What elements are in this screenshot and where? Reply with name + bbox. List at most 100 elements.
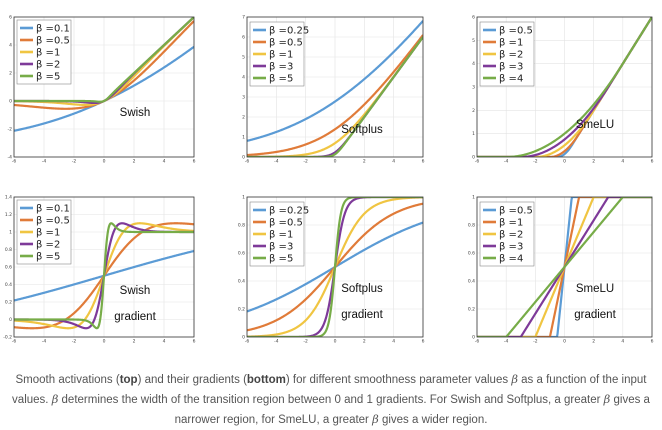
x-tick-label: 2 <box>592 339 595 345</box>
caption-text-3: ) for different smoothness parameter val… <box>285 374 512 386</box>
y-tick-label: -4 <box>8 155 13 161</box>
y-tick-label: 6 <box>242 35 245 41</box>
chart-panel-6: -6 -4 -2 0 2 4 600.20.40.60.81β =0.5β =1β =2β … <box>468 195 654 345</box>
x-tick-label: -4 <box>274 159 279 165</box>
series-line-1 <box>247 20 423 142</box>
y-tick-label: 0 <box>472 155 475 161</box>
x-tick-label: 6 <box>651 339 654 345</box>
x-tick-label: 0 <box>103 159 106 165</box>
chart-annotation: Softplus <box>341 283 383 295</box>
legend-label-5: β =5 <box>269 254 293 265</box>
legend-label-5: β =5 <box>36 72 60 83</box>
y-tick-label: 0 <box>242 335 245 341</box>
y-tick-label: 0 <box>9 317 12 323</box>
caption-beta-1: β <box>511 372 518 386</box>
chart-annotation: SmeLU <box>576 283 614 295</box>
series-line-5 <box>247 36 423 157</box>
x-tick-label: -6 <box>12 159 17 165</box>
chart-panel-3: -6 -4 -2 0 2 4 6 0 1 2 3 4 5 6 β =0.5β =1β =2β =3β =4 S… <box>472 15 653 165</box>
legend-label-3: β =1 <box>36 228 60 239</box>
chart-annotation: Swish <box>120 107 151 119</box>
x-tick-label: -2 <box>533 339 538 345</box>
legend-label-1: β =0.1 <box>36 204 70 215</box>
x-tick-label: 2 <box>133 159 136 165</box>
plot-frame <box>246 196 424 338</box>
x-tick-label: 4 <box>163 339 166 345</box>
chart-panel-5: -6 -4 -2 0 2 4 600.20.40.60.81β =0.25β =0.5β =… <box>238 195 425 345</box>
legend-label-1: β =0.5 <box>499 26 533 37</box>
x-tick-label: -4 <box>504 159 509 165</box>
x-tick-label: 0 <box>334 339 337 345</box>
legend-label-3: β =1 <box>269 50 293 61</box>
x-tick-label: 4 <box>163 159 166 165</box>
x-tick-label: 4 <box>392 159 395 165</box>
chart-annotation: Swish <box>120 285 151 297</box>
legend-label-1: β =0.5 <box>499 206 533 217</box>
y-tick-label: 0.2 <box>238 307 245 313</box>
legend-label-2: β =0.5 <box>36 36 70 47</box>
legend-label-4: β =2 <box>36 60 60 71</box>
x-tick-label: -2 <box>72 159 77 165</box>
caption-text-4: as a function of the input values. <box>12 374 647 406</box>
y-tick-label: 0.2 <box>5 300 12 306</box>
legend-label-3: β =1 <box>36 48 60 59</box>
chart-annotation: Softplus <box>341 124 383 136</box>
x-tick-label: -6 <box>475 159 480 165</box>
x-tick-label: 4 <box>621 339 624 345</box>
legend-label-4: β =3 <box>269 242 293 253</box>
legend-label-1: β =0.25 <box>269 26 309 37</box>
x-tick-label: -2 <box>303 159 308 165</box>
y-tick-label: 1 <box>242 135 245 141</box>
y-tick-label: 3 <box>242 95 245 101</box>
legend: β =0.1β =0.5β =1β =2β =5 <box>16 19 72 85</box>
chart-annotation: gradient <box>574 309 616 321</box>
legend: β =0.5β =1β =2β =3β =4 <box>479 21 535 87</box>
plot-frame <box>246 16 424 158</box>
legend: β =0.25β =0.5β =1β =3β =5 <box>249 21 309 87</box>
plot-frame <box>13 196 195 338</box>
series-line-5 <box>14 17 194 103</box>
y-tick-label: 3 <box>472 85 475 91</box>
caption-text-5: determines the width of the transition r… <box>58 394 604 406</box>
x-tick-label: 2 <box>592 159 595 165</box>
y-tick-label: 2 <box>472 108 475 114</box>
x-tick-label: -6 <box>245 339 250 345</box>
series-line-5 <box>14 222 194 330</box>
x-tick-label: 0 <box>563 159 566 165</box>
y-tick-label: 0.8 <box>468 223 475 229</box>
plot-frame <box>476 16 653 158</box>
y-tick-label: 5 <box>242 55 245 61</box>
legend-label-5: β =5 <box>269 74 293 85</box>
chart-annotation: gradient <box>341 309 383 321</box>
legend-label-3: β =2 <box>499 230 523 241</box>
y-tick-label: 0.4 <box>238 279 245 285</box>
legend-label-2: β =0.5 <box>36 216 70 227</box>
chart-panel-2: -6 -4 -2 0 2 4 6 0 1 2 3 4 5 6 7 β =0.25β =0.5β =1β =3β… <box>242 15 424 165</box>
series-line-5 <box>477 17 652 157</box>
series-line-5 <box>247 197 423 337</box>
y-tick-label: 4 <box>9 43 12 49</box>
legend-label-2: β =1 <box>499 218 523 229</box>
legend-label-5: β =5 <box>36 252 60 263</box>
y-tick-label: 0.6 <box>238 251 245 257</box>
legend: β =0.25β =0.5β =1β =3β =5 <box>249 201 309 267</box>
y-tick-label: 7 <box>242 15 245 21</box>
x-tick-label: 2 <box>363 339 366 345</box>
y-tick-label: 4 <box>472 61 475 67</box>
series-line-5 <box>477 197 652 337</box>
y-tick-label: 5 <box>472 38 475 44</box>
x-tick-label: -2 <box>303 339 308 345</box>
x-tick-label: -6 <box>475 339 480 345</box>
x-tick-label: 2 <box>133 339 136 345</box>
legend-label-5: β =4 <box>499 74 523 85</box>
y-tick-label: 2 <box>9 71 12 77</box>
caption-beta-2: β <box>51 392 59 406</box>
y-tick-label: 0 <box>472 335 475 341</box>
legend: β =0.5β =1β =2β =3β =4 <box>479 201 535 267</box>
chart-annotation: SmeLU <box>576 119 614 131</box>
x-tick-label: 6 <box>193 339 196 345</box>
y-tick-label: 1 <box>472 131 475 137</box>
legend-label-2: β =0.5 <box>269 218 303 229</box>
